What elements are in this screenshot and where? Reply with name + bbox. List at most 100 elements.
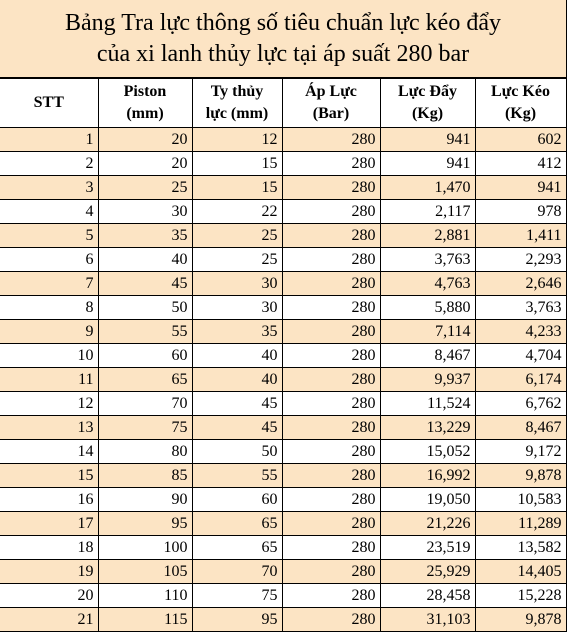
table-cell: 50 bbox=[97, 295, 193, 320]
title-line: của xi lanh thủy lực tại áp suất 280 bar bbox=[96, 41, 470, 67]
table-cell: 55 bbox=[97, 319, 193, 344]
table-cell: 280 bbox=[281, 295, 381, 320]
header-cell: Áp Lực (Bar) bbox=[281, 78, 381, 128]
table-cell: 9,878 bbox=[474, 463, 567, 488]
table-cell: 85 bbox=[97, 463, 193, 488]
table-cell: 6,174 bbox=[474, 367, 567, 392]
table-cell: 5,880 bbox=[379, 295, 476, 320]
table-cell: 13 bbox=[0, 415, 99, 440]
table-cell: 18 bbox=[0, 535, 99, 560]
table-cell: 50 bbox=[191, 439, 283, 464]
table-row: 15 85 55 280 16,992 9,878 bbox=[0, 463, 567, 488]
header-text: (Kg) bbox=[504, 105, 537, 122]
table-row: 21 115 95 280 31,103 9,878 bbox=[0, 607, 567, 632]
table-cell: 8 bbox=[0, 295, 99, 320]
table-cell: 15,052 bbox=[379, 439, 476, 464]
table-cell: 45 bbox=[97, 271, 193, 296]
table-cell: 11,289 bbox=[474, 511, 567, 536]
table-cell: 25 bbox=[97, 175, 193, 200]
table-cell: 2,293 bbox=[474, 247, 567, 272]
table-cell: 280 bbox=[281, 535, 381, 560]
table-row: 5 35 25 280 2,881 1,411 bbox=[0, 223, 567, 248]
table-cell: 280 bbox=[281, 511, 381, 536]
table-cell: 280 bbox=[281, 583, 381, 608]
table-cell: 280 bbox=[281, 319, 381, 344]
table-cell: 280 bbox=[281, 463, 381, 488]
table-cell: 45 bbox=[191, 391, 283, 416]
title-line: Bảng Tra lực thông số tiêu chuẩn lực kéo… bbox=[65, 10, 501, 36]
table-cell: 12 bbox=[0, 391, 99, 416]
table-cell: 65 bbox=[97, 367, 193, 392]
table-cell: 2,881 bbox=[379, 223, 476, 248]
table-row: 2 20 15 280 941 412 bbox=[0, 151, 567, 176]
table-cell: 95 bbox=[97, 511, 193, 536]
table-cell: 2,117 bbox=[379, 199, 476, 224]
header-text: Ty thủy bbox=[210, 83, 264, 100]
table-cell: 13,582 bbox=[474, 535, 567, 560]
table-cell: 280 bbox=[281, 391, 381, 416]
table-cell: 7,114 bbox=[379, 319, 476, 344]
table-cell: 280 bbox=[281, 607, 381, 632]
table-cell: 55 bbox=[191, 463, 283, 488]
table-cell: 9,172 bbox=[474, 439, 567, 464]
table-cell: 35 bbox=[97, 223, 193, 248]
table-cell: 22 bbox=[191, 199, 283, 224]
table-row: 12 70 45 280 11,524 6,762 bbox=[0, 391, 567, 416]
table-cell: 4,704 bbox=[474, 343, 567, 368]
header-text: Lực Đẩy bbox=[398, 83, 457, 100]
table-cell: 35 bbox=[191, 319, 283, 344]
table-cell: 280 bbox=[281, 439, 381, 464]
table-cell: 45 bbox=[191, 415, 283, 440]
table-cell: 8,467 bbox=[474, 415, 567, 440]
table-cell: 280 bbox=[281, 487, 381, 512]
table-cell: 941 bbox=[379, 127, 476, 152]
table-cell: 15 bbox=[191, 175, 283, 200]
table-cell: 11 bbox=[0, 367, 99, 392]
table-cell: 30 bbox=[97, 199, 193, 224]
table-cell: 3,763 bbox=[379, 247, 476, 272]
data-table: STT Piston (mm) Ty thủy lực (mm) Áp Lực (Bar) L… bbox=[0, 78, 567, 632]
table-cell: 15 bbox=[191, 151, 283, 176]
table-cell: 280 bbox=[281, 223, 381, 248]
table-cell: 11,524 bbox=[379, 391, 476, 416]
table-cell: 20 bbox=[97, 127, 193, 152]
table-cell: 100 bbox=[97, 535, 193, 560]
title: Bảng Tra lực thông số tiêu chuẩn lực kéo… bbox=[0, 0, 566, 78]
table-cell: 95 bbox=[191, 607, 283, 632]
table-cell: 16 bbox=[0, 487, 99, 512]
table-cell: 19 bbox=[0, 559, 99, 584]
table-cell: 280 bbox=[281, 559, 381, 584]
header-cell: Piston (mm) bbox=[97, 78, 193, 128]
header-text: Piston bbox=[123, 83, 167, 100]
table-cell: 23,519 bbox=[379, 535, 476, 560]
table-cell: 6,762 bbox=[474, 391, 567, 416]
table-row: 19 105 70 280 25,929 14,405 bbox=[0, 559, 567, 584]
table-cell: 7 bbox=[0, 271, 99, 296]
table-cell: 13,229 bbox=[379, 415, 476, 440]
table-cell: 12 bbox=[191, 127, 283, 152]
table-cell: 105 bbox=[97, 559, 193, 584]
table-cell: 280 bbox=[281, 199, 381, 224]
table-cell: 14 bbox=[0, 439, 99, 464]
table-cell: 25 bbox=[191, 247, 283, 272]
table-row: 1 20 12 280 941 602 bbox=[0, 127, 567, 152]
table-cell: 941 bbox=[379, 151, 476, 176]
table-cell: 10,583 bbox=[474, 487, 567, 512]
table-cell: 20 bbox=[0, 583, 99, 608]
table-cell: 40 bbox=[97, 247, 193, 272]
table-row: 20 110 75 280 28,458 15,228 bbox=[0, 583, 567, 608]
table-cell: 280 bbox=[281, 247, 381, 272]
header-cell: STT bbox=[0, 78, 99, 128]
table-cell: 60 bbox=[191, 487, 283, 512]
table-cell: 110 bbox=[97, 583, 193, 608]
table-cell: 15,228 bbox=[474, 583, 567, 608]
table-cell: 2,646 bbox=[474, 271, 567, 296]
table-row: 10 60 40 280 8,467 4,704 bbox=[0, 343, 567, 368]
table-row: 16 90 60 280 19,050 10,583 bbox=[0, 487, 567, 512]
table-cell: 21,226 bbox=[379, 511, 476, 536]
table-cell: 30 bbox=[191, 271, 283, 296]
table-cell: 3 bbox=[0, 175, 99, 200]
table-cell: 115 bbox=[97, 607, 193, 632]
table-cell: 25,929 bbox=[379, 559, 476, 584]
